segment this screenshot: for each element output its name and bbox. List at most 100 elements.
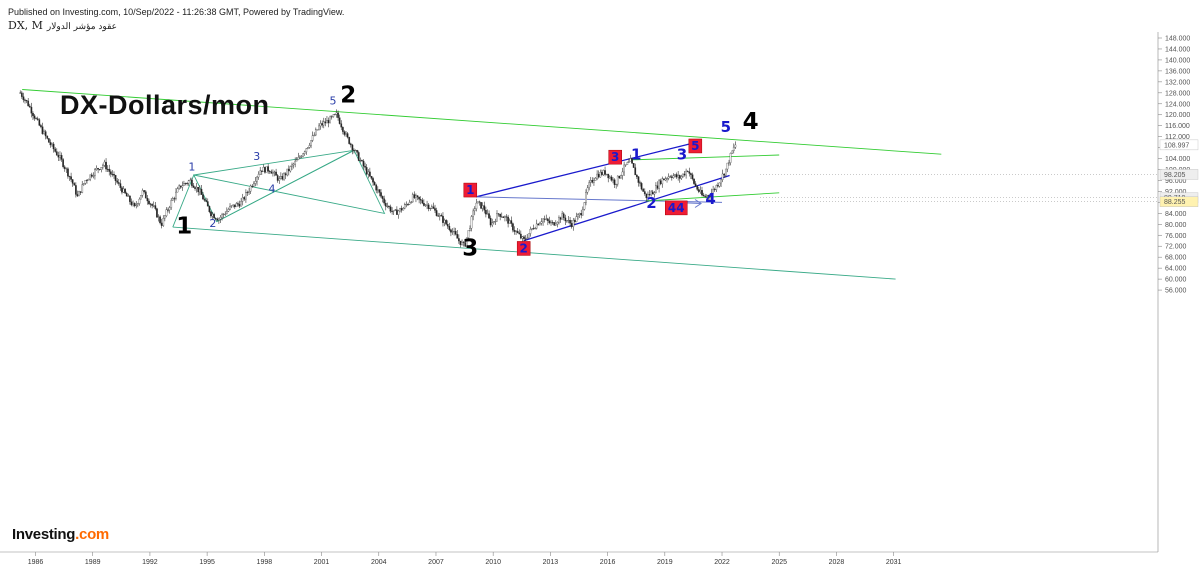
candle-body bbox=[189, 179, 192, 181]
candle-body bbox=[467, 230, 470, 238]
candle-body bbox=[553, 222, 556, 226]
candle-body bbox=[666, 178, 668, 180]
candle-body bbox=[717, 185, 719, 187]
candle-body bbox=[54, 148, 57, 152]
candle-body bbox=[731, 150, 734, 154]
candle-body bbox=[291, 164, 293, 167]
candle-body bbox=[713, 189, 716, 191]
candle-body bbox=[170, 200, 173, 208]
candle-body bbox=[122, 188, 125, 193]
candle-body bbox=[591, 179, 594, 183]
candle-body bbox=[138, 198, 141, 204]
candle-body bbox=[612, 179, 614, 181]
candle-body bbox=[129, 195, 131, 202]
candle-body bbox=[446, 224, 449, 227]
candle-body bbox=[545, 218, 548, 220]
candle-body bbox=[133, 202, 136, 207]
candle-body bbox=[195, 186, 198, 189]
candle-body bbox=[194, 187, 196, 189]
y-tick-label: 64.000 bbox=[1165, 266, 1187, 273]
trend-line bbox=[22, 89, 942, 155]
candle-body bbox=[423, 202, 425, 206]
candle-body bbox=[546, 218, 549, 222]
candle-body bbox=[208, 206, 211, 213]
candle-body bbox=[286, 168, 289, 176]
candle-body bbox=[251, 185, 254, 187]
y-tick-label: 120.000 bbox=[1165, 112, 1190, 119]
candle-body bbox=[610, 176, 613, 181]
candle-body bbox=[451, 231, 454, 233]
candle-body bbox=[117, 182, 120, 184]
candle-body bbox=[141, 190, 144, 196]
price-label: 98.205 bbox=[1164, 172, 1186, 179]
candle-body bbox=[27, 100, 30, 107]
candle-body bbox=[214, 217, 217, 220]
box-label: 2 bbox=[520, 241, 528, 255]
candle-body bbox=[559, 217, 562, 220]
candle-body bbox=[151, 204, 153, 206]
candle-body bbox=[113, 174, 115, 176]
candle-body bbox=[566, 220, 568, 222]
candle-body bbox=[635, 174, 638, 177]
candle-body bbox=[607, 173, 610, 179]
candle-body bbox=[356, 150, 358, 153]
candle-body bbox=[624, 164, 627, 166]
x-tick-label: 2004 bbox=[371, 559, 387, 566]
candle-body bbox=[575, 216, 578, 222]
candle-body bbox=[369, 171, 371, 177]
candle-body bbox=[400, 208, 403, 211]
candle-body bbox=[186, 183, 188, 185]
candle-body bbox=[272, 172, 274, 174]
candle-body bbox=[499, 213, 502, 217]
candle-body bbox=[445, 220, 447, 225]
candle-body bbox=[483, 205, 486, 211]
candle-body bbox=[402, 207, 405, 211]
candle-body bbox=[540, 221, 543, 224]
candle-body bbox=[585, 192, 587, 203]
candle-body bbox=[181, 185, 184, 188]
candle-body bbox=[362, 160, 365, 167]
candle-body bbox=[222, 214, 225, 215]
candle-body bbox=[723, 173, 726, 176]
box-label: 44 bbox=[668, 201, 685, 215]
candle-body bbox=[397, 210, 400, 215]
candle-body bbox=[388, 206, 390, 208]
candle-body bbox=[337, 112, 339, 118]
y-tick-label: 84.000 bbox=[1165, 211, 1187, 218]
candle-body bbox=[405, 204, 408, 206]
candle-body bbox=[508, 220, 511, 224]
x-tick-label: 2007 bbox=[428, 559, 444, 566]
candle-body bbox=[677, 175, 680, 178]
candle-body bbox=[57, 154, 60, 158]
candle-body bbox=[372, 178, 374, 183]
x-tick-label: 2025 bbox=[771, 559, 787, 566]
candle-body bbox=[59, 155, 61, 158]
candle-body bbox=[365, 167, 368, 175]
candle-body bbox=[156, 208, 158, 218]
candle-body bbox=[281, 176, 284, 180]
y-tick-label: 124.000 bbox=[1165, 101, 1190, 108]
candle-body bbox=[696, 186, 699, 190]
candle-body bbox=[494, 221, 497, 223]
price-label: 88.255 bbox=[1164, 199, 1186, 206]
candle-body bbox=[121, 187, 123, 193]
candle-body bbox=[162, 218, 165, 226]
box-label-bg bbox=[665, 200, 688, 216]
candle-body bbox=[184, 183, 187, 185]
candle-body bbox=[583, 202, 586, 210]
candle-body bbox=[556, 222, 559, 225]
candle-body bbox=[456, 234, 459, 239]
candle-body bbox=[41, 126, 44, 134]
candle-body bbox=[319, 123, 322, 127]
candle-body bbox=[392, 210, 395, 212]
candle-body bbox=[173, 198, 176, 200]
candle-body bbox=[608, 176, 611, 179]
candle-body bbox=[280, 176, 282, 179]
x-tick-label: 2031 bbox=[886, 559, 902, 566]
candle-body bbox=[305, 148, 308, 153]
candle-body bbox=[478, 201, 481, 203]
candle-body bbox=[383, 198, 386, 204]
candle-body bbox=[697, 189, 700, 192]
candle-body bbox=[348, 137, 351, 144]
